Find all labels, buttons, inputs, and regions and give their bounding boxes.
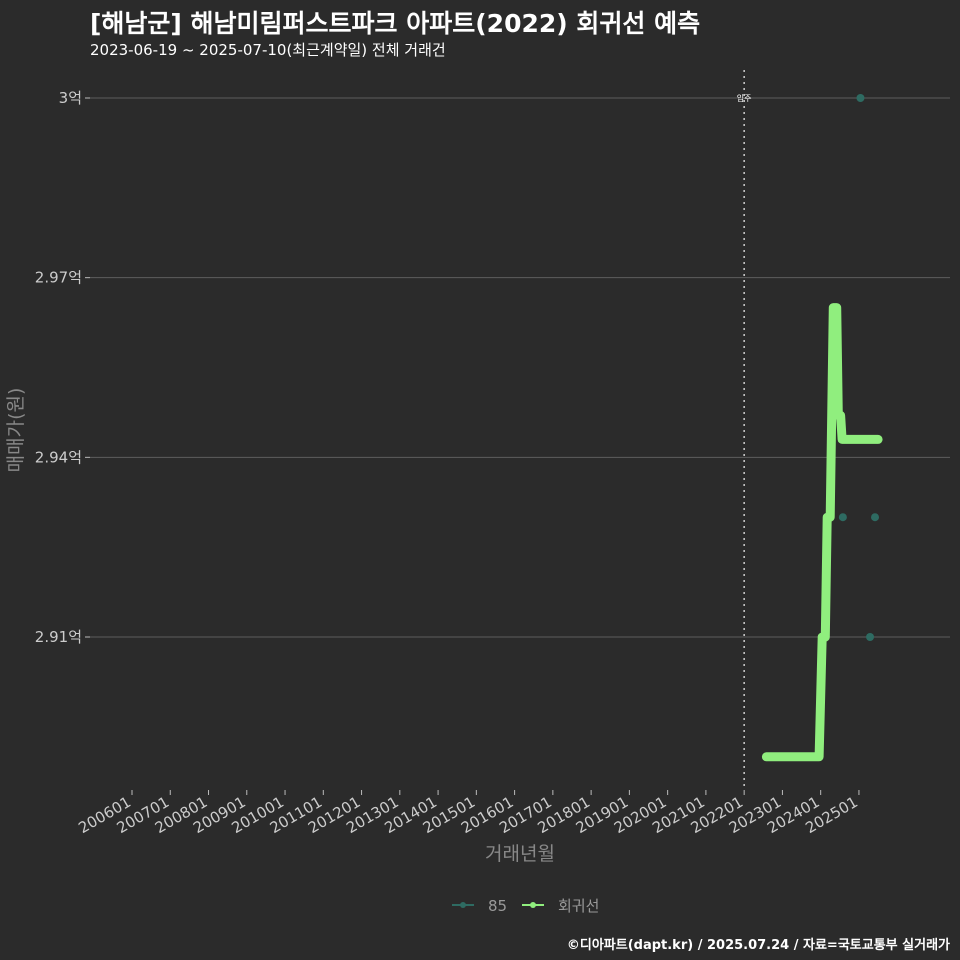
- chart-title: [해남군] 해남미림퍼스트파크 아파트(2022) 회귀선 예측: [90, 9, 701, 38]
- chart-subtitle: 2023-06-19 ~ 2025-07-10(최근계약일) 전체 거래건: [90, 41, 446, 59]
- legend-key-dot: [530, 902, 536, 908]
- legend-label: 85: [488, 897, 507, 915]
- grid-lines: [90, 97, 950, 638]
- move-in-marker: 입주: [737, 70, 752, 790]
- regression-line: [761, 303, 883, 762]
- y-tick-label: 2.97억: [35, 269, 82, 287]
- x-axis-title: 거래년월: [485, 843, 555, 865]
- y-axis-ticks: 2.91억 2.94억 2.97억 3억: [35, 89, 90, 646]
- data-point: [856, 94, 865, 102]
- data-point: [838, 513, 847, 522]
- source-credit: ©디아파트(dapt.kr) / 2025.07.24 / 자료=국토교통부 실…: [566, 938, 950, 953]
- y-axis-title: 매매가(원): [5, 388, 27, 473]
- x-axis-ticks: 2006012007012008012009012010012011012012…: [75, 790, 861, 837]
- move-in-label: 입주: [737, 94, 752, 103]
- data-point: [871, 513, 880, 522]
- legend-label: 회귀선: [558, 897, 599, 915]
- y-tick-label: 3억: [59, 89, 82, 107]
- legend: 85 회귀선: [452, 897, 599, 915]
- data-point: [866, 633, 875, 641]
- legend-key-dot: [460, 902, 466, 908]
- series-layer: [761, 94, 883, 762]
- y-tick-label: 2.94억: [35, 448, 82, 466]
- y-tick-label: 2.91억: [35, 628, 82, 646]
